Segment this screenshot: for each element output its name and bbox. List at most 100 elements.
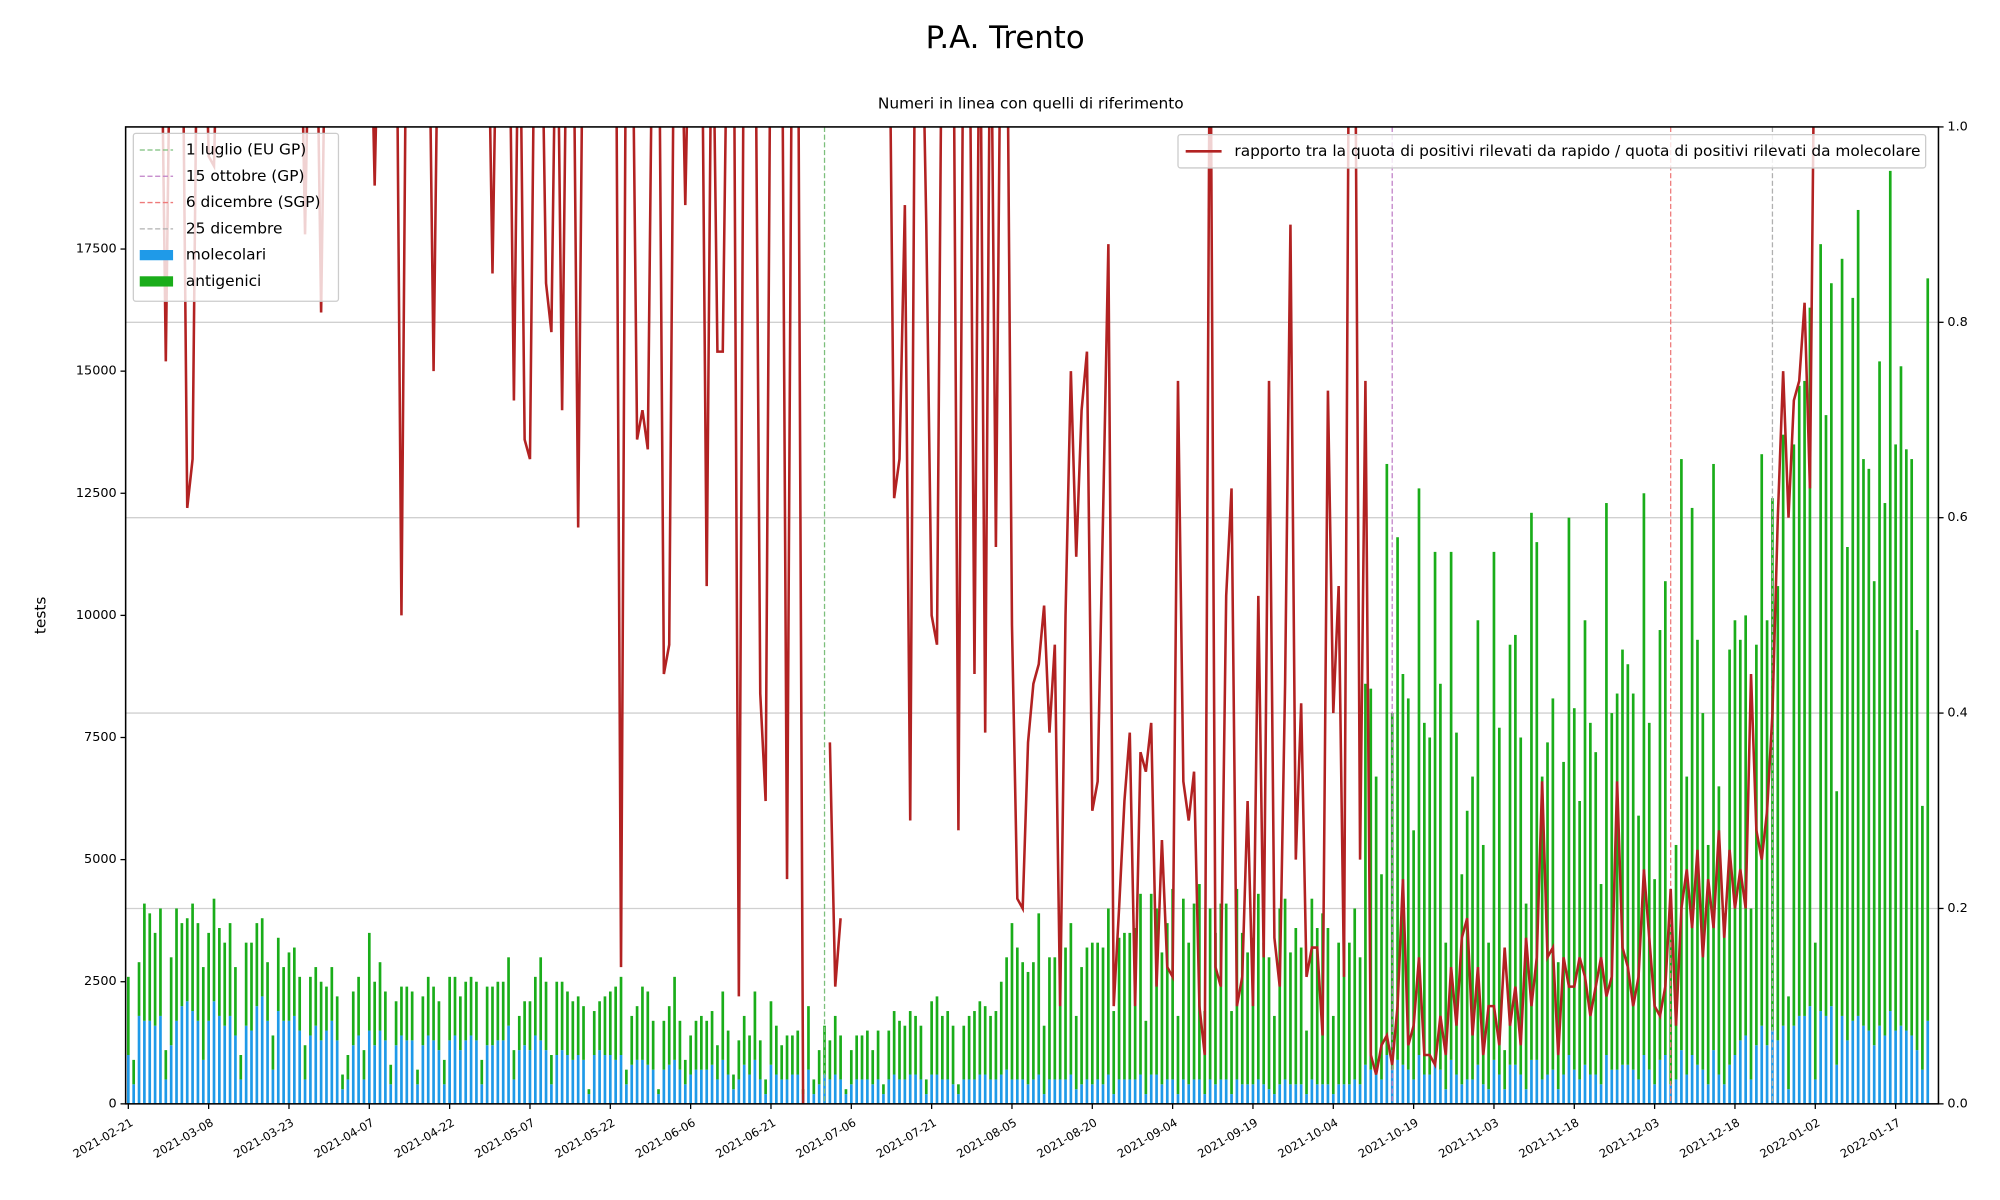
bar-segment <box>330 967 334 1021</box>
bar-segment <box>1883 503 1887 1036</box>
bar-segment <box>1374 776 1378 1075</box>
bar-segment <box>1621 649 1624 1065</box>
bar-segment <box>1171 1079 1174 1104</box>
bar-segment <box>1230 1094 1233 1104</box>
bar-segment <box>175 908 178 1021</box>
bar-segment <box>871 1050 875 1085</box>
bar-segment <box>860 1035 864 1080</box>
bar-segment <box>1765 620 1769 1046</box>
bar-segment <box>1846 547 1849 1041</box>
bar-segment <box>1401 1064 1405 1104</box>
bar-segment <box>1090 1084 1094 1104</box>
bar-segment <box>892 1011 896 1075</box>
bar-segment <box>1771 498 1774 1031</box>
bar-segment <box>437 1050 441 1104</box>
bar-segment <box>1642 1055 1646 1104</box>
bar-segment <box>319 981 323 1041</box>
bar-segment <box>335 1040 339 1104</box>
y-tick-label: 7500 <box>84 730 117 745</box>
bar-segment <box>1658 1059 1662 1104</box>
bar-segment <box>1797 1015 1801 1104</box>
bar-segment <box>1551 698 1555 1070</box>
bar-segment <box>1074 1015 1078 1090</box>
bar-segment <box>1717 786 1721 1075</box>
bar-segment <box>785 1079 789 1104</box>
bar-segment <box>550 1084 553 1104</box>
bar-segment <box>1149 1074 1153 1104</box>
bar-segment <box>1712 463 1715 1051</box>
bar-segment <box>1342 1084 1346 1104</box>
bar-segment <box>737 1040 741 1080</box>
bar-segment <box>619 1055 623 1104</box>
bar-segment <box>1476 1064 1480 1104</box>
y-tick-label: 0 <box>109 1096 117 1111</box>
bar-segment <box>239 1079 243 1104</box>
bar-segment <box>962 1079 966 1104</box>
bar-segment <box>330 1020 334 1104</box>
bar-segment <box>828 1040 832 1080</box>
bar-segment <box>201 967 205 1060</box>
bar-segment <box>539 957 543 1041</box>
bar-segment <box>844 1094 848 1104</box>
bar-segment <box>1840 258 1844 1016</box>
bar-segment <box>1503 1050 1507 1090</box>
bar-segment <box>641 1059 644 1104</box>
bar-segment <box>705 1020 709 1070</box>
bar-segment <box>169 1045 173 1104</box>
bar-segment <box>1310 1079 1314 1104</box>
bar-segment <box>1830 283 1833 1007</box>
bar-segment <box>1015 1079 1019 1104</box>
legend-label: 15 ottobre (GP) <box>186 167 305 185</box>
bar-segment <box>1519 737 1523 1075</box>
bar-segment <box>1283 898 1287 1080</box>
bar-segment <box>1203 1094 1207 1104</box>
bar-segment <box>384 1040 387 1104</box>
bar-segment <box>1278 1084 1282 1104</box>
bar-segment <box>1578 801 1581 1080</box>
bar-segment <box>732 1074 735 1090</box>
bar-segment <box>244 1025 248 1104</box>
bar-segment <box>373 981 377 1046</box>
bar-segment <box>453 1035 457 1104</box>
bar-segment <box>1471 1079 1474 1104</box>
bar-segment <box>437 1001 441 1051</box>
bar-segment <box>1792 1025 1796 1104</box>
bar-segment <box>683 1059 687 1085</box>
bar-segment <box>560 981 564 1051</box>
bar-segment <box>207 1020 210 1104</box>
bar-segment <box>1808 307 1812 1007</box>
bar-segment <box>1390 1069 1394 1104</box>
bar-segment <box>764 1094 767 1104</box>
bar-segment <box>1921 1069 1924 1104</box>
bar-segment <box>250 942 253 1031</box>
bar-segment <box>1792 444 1796 1026</box>
bar-segment <box>1021 962 1025 1080</box>
bar-segment <box>459 996 462 1051</box>
bar-segment <box>1342 937 1346 1085</box>
bar-segment <box>603 996 607 1055</box>
bar-segment <box>1305 1030 1308 1095</box>
bar-segment <box>389 1084 393 1104</box>
bar-segment <box>335 996 339 1041</box>
bar-segment <box>678 1069 682 1104</box>
bar-segment <box>1289 1084 1292 1104</box>
bar-segment <box>1878 361 1881 1026</box>
bar-segment <box>1830 1006 1833 1104</box>
y-tick-label: 17500 <box>76 242 117 257</box>
bar-segment <box>191 1011 194 1104</box>
bar-segment <box>218 1015 221 1104</box>
bar-segment <box>876 1030 880 1080</box>
y2-tick-label: 0.2 <box>1947 901 1967 916</box>
bar-segment <box>357 1035 360 1104</box>
bar-segment <box>1626 664 1630 1065</box>
bar-segment <box>887 1030 891 1080</box>
bar-segment <box>1331 1094 1335 1104</box>
bar-segment <box>1856 1015 1860 1104</box>
bar-segment <box>389 1064 393 1085</box>
bar-segment <box>1787 1089 1790 1104</box>
plot-frame <box>124 126 1940 1105</box>
bar-segment <box>657 1094 660 1104</box>
bar-segment <box>544 981 548 1051</box>
bar-segment <box>1085 1079 1089 1104</box>
bar-segment <box>576 1055 580 1104</box>
